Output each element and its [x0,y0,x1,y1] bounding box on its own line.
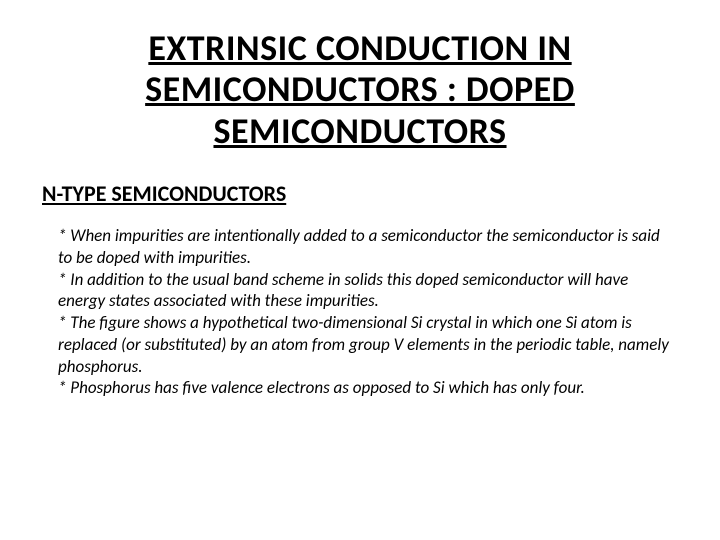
bullet-item: * The figure shows a hypothetical two-di… [58,312,672,377]
bullet-item: * In addition to the usual band scheme i… [58,269,672,313]
section-subheading: N-TYPE SEMICONDUCTORS [42,180,680,207]
slide: EXTRINSIC CONDUCTION IN SEMICONDUCTORS :… [0,0,720,540]
body-text: * When impurities are intentionally adde… [58,225,672,399]
slide-title: EXTRINSIC CONDUCTION IN SEMICONDUCTORS :… [80,28,640,152]
bullet-item: * Phosphorus has five valence electrons … [58,377,672,399]
bullet-item: * When impurities are intentionally adde… [58,225,672,269]
